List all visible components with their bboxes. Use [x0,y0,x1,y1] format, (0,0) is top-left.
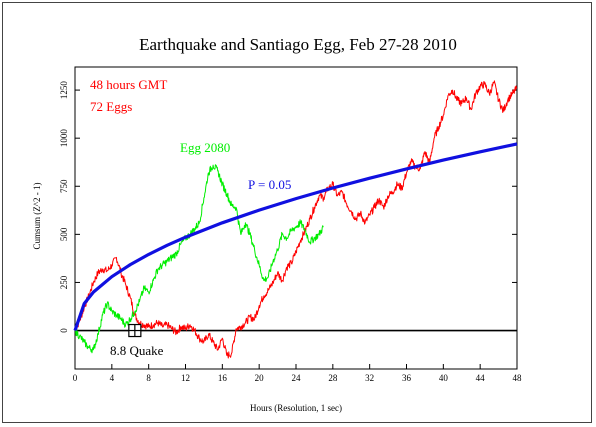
p-value-label: P = 0.05 [248,177,291,192]
eggs-annotation: 72 Eggs [90,99,132,114]
y-tick-label: 1250 [59,81,69,100]
x-tick-label: 48 [513,373,523,383]
y-tick-label: 1000 [59,129,69,148]
series-line-2 [73,142,518,332]
x-axis-ticks: 0 4 8 12 16 20 24 28 32 36 40 44 48 [73,364,522,383]
quake-marker-icon [128,323,142,338]
x-tick-label: 0 [73,373,78,383]
egg-2080-label: Egg 2080 [180,140,230,155]
x-tick-label: 4 [110,373,115,383]
y-tick-label: 0 [59,328,69,333]
x-tick-label: 32 [365,373,374,383]
x-tick-label: 12 [181,373,190,383]
series-line-1 [74,164,324,354]
y-tick-label: 250 [59,275,69,289]
series-line-0 [74,80,518,359]
chart-title: Earthquake and Santiago Egg, Feb 27-28 2… [139,35,457,54]
series-layer [73,80,518,359]
x-tick-label: 8 [146,373,151,383]
x-axis-label: Hours (Resolution, 1 sec) [250,403,342,413]
y-axis-ticks: 0 250 500 750 1000 1250 [59,81,517,333]
y-tick-label: 750 [59,179,69,193]
x-tick-label: 36 [402,373,412,383]
y-tick-label: 500 [59,227,69,241]
x-tick-label: 24 [292,373,302,383]
quake-label: 8.8 Quake [110,343,164,358]
x-tick-label: 16 [218,373,228,383]
x-tick-label: 20 [255,373,265,383]
x-tick-label: 28 [328,373,338,383]
chart-frame [2,2,592,423]
x-tick-label: 40 [439,373,449,383]
y-axis-label: Cumsum (Z^2 - 1) [32,183,42,250]
hours-annotation: 48 hours GMT [90,77,167,92]
x-tick-label: 44 [476,373,486,383]
